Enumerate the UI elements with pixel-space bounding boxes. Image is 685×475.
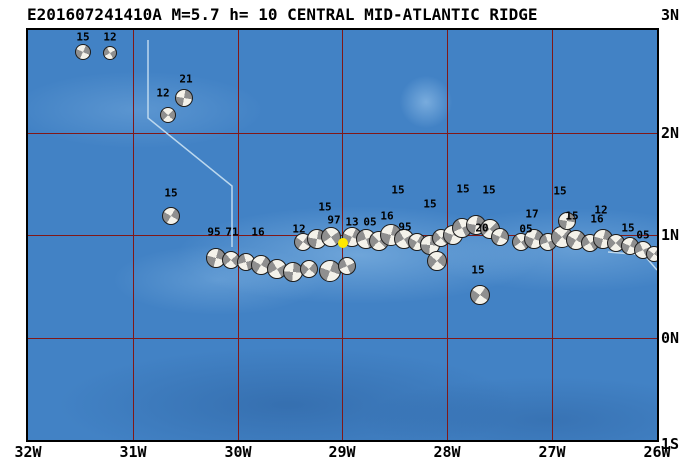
y-axis-label: 2N [661,124,680,142]
event-year-label: 15 [318,200,332,214]
ridge-axis-line [147,40,233,247]
event-year-label: 17 [525,207,539,221]
event-year-label: 12 [103,30,117,44]
x-axis-label: 30W [224,443,252,461]
event-year-label: 21 [179,72,193,86]
event-year-label: 12 [594,203,608,217]
y-axis-label: 1N [661,226,680,244]
event-year-label: 15 [456,182,470,196]
focal-mechanism-beachball [321,227,341,247]
event-year-label: 16 [590,212,604,226]
event-year-label: 15 [553,184,567,198]
event-year-label: 15 [164,186,178,200]
event-year-label: 15 [482,183,496,197]
event-year-label: 05 [519,222,533,236]
figure-title: E201607241410A M=5.7 h= 10 CENTRAL MID-A… [27,5,538,24]
focal-mechanism-beachball [491,228,509,246]
event-year-label: 12 [292,222,306,236]
focal-mechanism-beachball [75,44,91,60]
event-year-label: 95 [207,225,221,239]
focal-mechanism-beachball [470,285,490,305]
focal-mechanism-beachball [175,89,193,107]
event-year-label: 15 [565,209,579,223]
focal-mechanism-beachball [103,46,117,60]
event-year-label: 05 [636,228,650,242]
x-axis-label: 28W [433,443,461,461]
map-area: 15 12 21 12 15 95 71 16 12 15 97 13 05 15 16 95 15 15 15 20… [26,28,659,442]
event-year-label: 15 [423,197,437,211]
event-year-label: 13 [345,215,359,229]
focal-mechanism-beachball [160,107,176,123]
event-year-label: 95 [398,220,412,234]
y-axis-label: 0N [661,329,680,347]
event-year-label: 05 [363,215,377,229]
event-year-label: 16 [251,225,265,239]
y-axis-label: 1S [661,435,680,453]
event-year-label: 16 [380,209,394,223]
event-year-label: 71 [225,225,239,239]
epicenter-marker [338,238,348,248]
event-year-label: 97 [327,213,341,227]
x-axis-label: 32W [14,443,42,461]
x-axis-label: 29W [328,443,356,461]
event-year-label: 15 [391,183,405,197]
event-year-label: 15 [76,30,90,44]
event-year-label: 15 [471,263,485,277]
event-year-label: 12 [156,86,170,100]
focal-mechanism-beachball [646,246,657,262]
focal-mechanism-beachball [338,257,356,275]
grid-line-horizontal [28,338,657,339]
grid-line-horizontal [28,133,657,134]
x-axis-label: 27W [538,443,566,461]
focal-mechanism-beachball [300,260,318,278]
focal-mechanism-beachball [558,212,576,230]
focal-mechanism-beachball [162,207,180,225]
event-year-label: 15 [621,221,635,235]
x-axis-label: 31W [119,443,147,461]
x-axis-label: 26W [643,443,671,461]
y-axis-label: 3N [661,6,680,24]
focal-mechanism-beachball [427,251,447,271]
event-year-label: 20 [475,221,489,235]
